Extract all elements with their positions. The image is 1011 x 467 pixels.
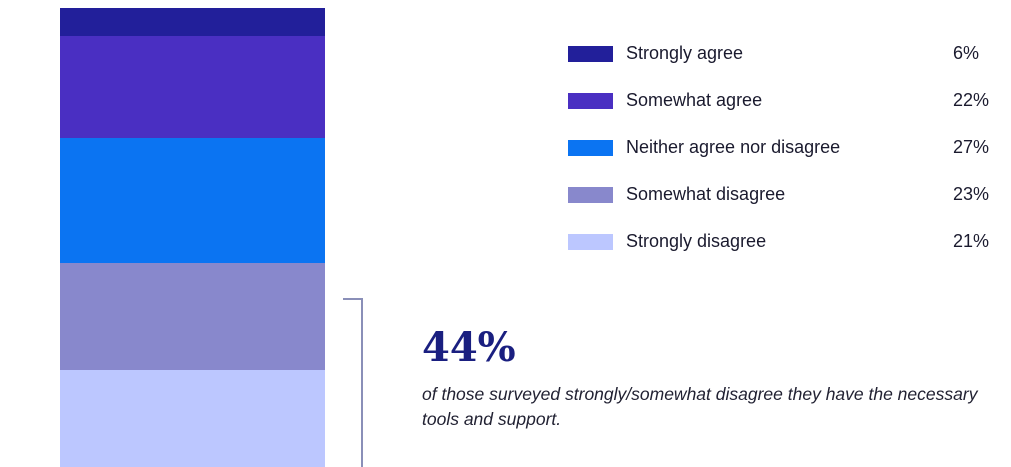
legend-swatch bbox=[568, 46, 613, 62]
legend-value: 21% bbox=[953, 231, 990, 251]
bar-segment-strongly-agree bbox=[60, 8, 325, 37]
legend-value: 22% bbox=[953, 90, 990, 110]
legend-item: Strongly disagree 21% bbox=[568, 228, 1008, 256]
legend-item: Somewhat agree 22% bbox=[568, 87, 1008, 115]
bar-segment-somewhat-agree bbox=[60, 35, 325, 139]
legend-item: Neither agree nor disagree 27% bbox=[568, 134, 1008, 162]
legend-item: Strongly agree 6% bbox=[568, 40, 1008, 68]
legend-label: Strongly disagree bbox=[626, 231, 767, 251]
legend-label: Somewhat agree bbox=[626, 90, 763, 110]
bar-segment-strongly-disagree bbox=[60, 369, 325, 467]
bar-segment-somewhat-disagree bbox=[60, 263, 325, 371]
legend-swatch bbox=[568, 234, 613, 250]
legend-swatch bbox=[568, 187, 613, 203]
legend-swatch bbox=[568, 140, 613, 156]
bar-segment-neither-agree-nor-disagree bbox=[60, 137, 325, 264]
legend-swatch bbox=[568, 93, 613, 109]
legend-label: Neither agree nor disagree bbox=[626, 137, 841, 157]
callout-text: of those surveyed strongly/somewhat disa… bbox=[422, 384, 978, 429]
legend-value: 27% bbox=[953, 137, 990, 157]
legend-label: Somewhat disagree bbox=[626, 184, 786, 204]
stacked-bar bbox=[60, 8, 325, 467]
callout-value: 44% bbox=[422, 324, 516, 371]
legend-value: 6% bbox=[953, 43, 980, 63]
disagree-bracket bbox=[343, 298, 363, 467]
legend-label: Strongly agree bbox=[626, 43, 744, 63]
legend-value: 23% bbox=[953, 184, 990, 204]
legend-item: Somewhat disagree 23% bbox=[568, 181, 1008, 209]
